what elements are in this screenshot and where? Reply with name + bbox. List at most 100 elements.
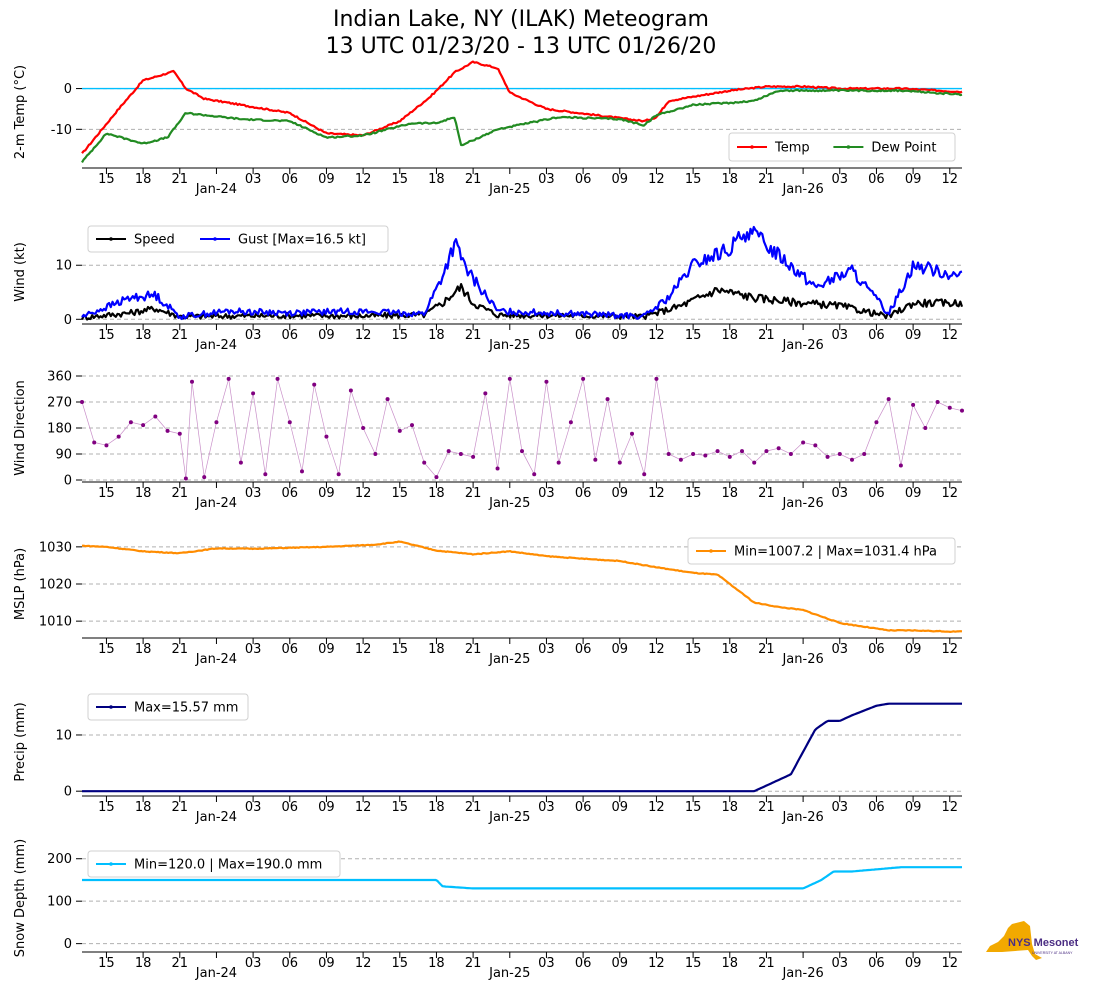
wind-direction-point (361, 426, 366, 430)
legend: Min=120.0 | Max=190.0 mm (87, 850, 341, 878)
wind-direction-point (153, 414, 158, 419)
x-tick-label: 21 (172, 172, 189, 187)
wind-direction-point (935, 400, 940, 404)
x-tick-label: 06 (575, 172, 592, 187)
wind-direction-point (837, 452, 842, 456)
legend-marker (109, 705, 113, 709)
x-tick-label: 03 (832, 800, 849, 815)
y-axis-label: MSLP (hPa) (13, 548, 28, 620)
wind-direction-point (727, 454, 732, 459)
x-tick-label: 09 (612, 800, 629, 815)
x-tick-label: 09 (612, 486, 629, 501)
x-tick-label: 06 (282, 328, 299, 343)
panel-5: 0 10 15 18 21 Jan-24 03 06 09 12 15 18 21 Jan-25 03 06 0… (13, 693, 962, 825)
x-tick-label: 09 (318, 328, 335, 343)
wind-direction-point (202, 475, 207, 480)
wind-direction-point (520, 449, 524, 454)
x-tick-label: 03 (832, 642, 849, 657)
x-date-label: Jan-25 (488, 966, 530, 981)
x-date-label: Jan-25 (488, 496, 530, 511)
legend-marker (709, 549, 713, 553)
x-tick-label: 18 (135, 800, 152, 815)
legend-marker (846, 145, 851, 149)
x-tick-label: 03 (538, 800, 555, 815)
x-tick-label: 18 (722, 486, 739, 501)
chart-title-line1: Indian Lake, NY (ILAK) Meteogram (333, 7, 709, 32)
x-date-label: Jan-24 (195, 338, 237, 353)
y-tick-label: -10 (51, 123, 72, 138)
x-tick-label: 09 (612, 328, 629, 343)
x-tick-label: 18 (722, 328, 739, 343)
x-tick-label: 21 (465, 328, 482, 343)
x-tick-label: 15 (685, 172, 702, 187)
x-tick-label: 03 (832, 486, 849, 501)
x-tick-label: 06 (575, 642, 592, 657)
wind-direction-point (813, 443, 818, 448)
wind-direction-point (666, 452, 671, 456)
wind-direction-point (581, 376, 586, 381)
legend-marker (109, 237, 113, 241)
x-tick-label: 21 (172, 956, 189, 971)
legend-label: Gust [Max=16.5 kt] (238, 233, 366, 248)
wind-direction-point (630, 431, 634, 436)
x-tick-label: 18 (135, 328, 152, 343)
x-tick-label: 12 (648, 956, 665, 971)
x-tick-label: 15 (392, 486, 409, 501)
x-tick-label: 03 (538, 486, 555, 501)
x-tick-label: 03 (245, 172, 262, 187)
legend-marker (109, 862, 113, 866)
x-tick-label: 15 (685, 956, 702, 971)
wind-direction-point (238, 460, 243, 465)
x-tick-label: 06 (282, 486, 299, 501)
legend: Temp Dew Point (728, 132, 956, 162)
wind-direction-point (446, 449, 451, 454)
x-tick-label: 21 (465, 486, 482, 501)
wind-direction-point (642, 472, 647, 477)
wind-direction-point (691, 452, 696, 456)
y-axis-label: 2-m Temp (°C) (13, 65, 28, 159)
x-tick-label: 03 (832, 956, 849, 971)
y-axis-label: Wind Direction (13, 380, 28, 476)
wind-direction-point (788, 452, 793, 456)
x-date-label: Jan-26 (781, 966, 823, 981)
wind-direction-point (165, 428, 170, 433)
wind-direction-point (532, 472, 537, 477)
x-tick-label: 15 (685, 642, 702, 657)
x-tick-label: 09 (612, 956, 629, 971)
x-tick-label: 09 (318, 486, 335, 501)
y-tick-label: 0 (64, 474, 72, 489)
wind-direction-point (911, 402, 916, 407)
wind-direction-point (385, 397, 390, 402)
x-tick-label: 18 (428, 172, 445, 187)
y-tick-label: 180 (47, 422, 72, 437)
legend-label: Speed (134, 233, 175, 248)
series-precip-line (82, 702, 962, 793)
x-tick-label: 15 (98, 956, 115, 971)
wind-direction-point (373, 452, 378, 456)
logo-subtext: UNIVERSITY AT ALBANY (1032, 951, 1073, 955)
wind-direction-point (495, 466, 500, 471)
x-date-label: Jan-25 (488, 338, 530, 353)
wind-direction-point (507, 376, 512, 381)
x-tick-label: 09 (905, 800, 922, 815)
wind-direction-point (348, 388, 353, 393)
x-tick-label: 12 (355, 642, 372, 657)
legend-box (87, 225, 389, 253)
legend: Min=1007.2 | Max=1031.4 hPa (687, 537, 956, 565)
x-tick-label: 06 (282, 172, 299, 187)
chart-title: Indian Lake, NY (ILAK) Meteogram 13 UTC … (0, 6, 1042, 60)
legend-label: Max=15.57 mm (134, 701, 238, 716)
x-tick-label: 21 (172, 486, 189, 501)
wind-direction-point (397, 428, 402, 433)
series-wind-direction-connector (81, 378, 963, 479)
y-tick-label: 0 (64, 313, 72, 328)
panel-2: 0 10 15 18 21 Jan-24 03 06 09 12 15 18 21 Jan-25 03 06 0… (13, 225, 964, 353)
y-tick-label: 10 (55, 728, 72, 743)
x-tick-label: 03 (538, 328, 555, 343)
x-tick-label: 12 (355, 328, 372, 343)
panel-1: 0 -10 15 18 21 Jan-24 03 06 09 12 15 18 21 Jan-25 03 06… (13, 60, 963, 197)
x-tick-label: 15 (98, 328, 115, 343)
x-tick-label: 12 (355, 486, 372, 501)
x-tick-label: 12 (942, 956, 959, 971)
